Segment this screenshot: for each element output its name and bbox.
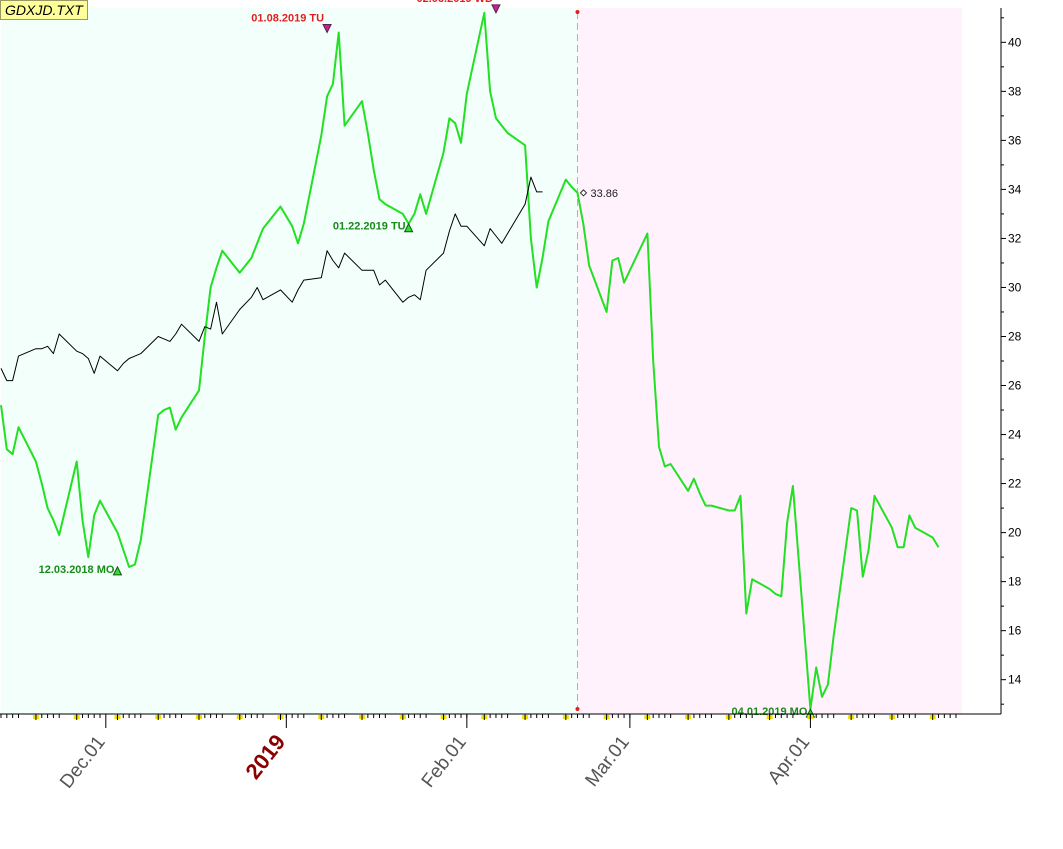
current-value-marker bbox=[579, 189, 588, 197]
divider-line bbox=[575, 10, 580, 711]
high-label: 01.08.2019 TU bbox=[251, 13, 324, 25]
low-marker bbox=[403, 222, 414, 233]
y-tick-label: 26 bbox=[1008, 379, 1022, 393]
y-tick-label: 22 bbox=[1008, 477, 1022, 491]
background-region bbox=[1, 8, 578, 714]
low-label: 01.22.2019 TU bbox=[333, 221, 406, 233]
background-region bbox=[577, 8, 962, 714]
x-tick-label: Mar.01 bbox=[582, 732, 634, 791]
series-line bbox=[0, 176, 543, 382]
series-lines: 33.86 bbox=[0, 11, 940, 711]
current-value-label: 33.86 bbox=[590, 188, 618, 200]
y-tick-label: 16 bbox=[1008, 624, 1022, 638]
y-axis: 14 16 18 20 22 24 26 28 30 32 34 36 38 40 bbox=[1000, 8, 1022, 714]
y-tick-label: 14 bbox=[1008, 673, 1022, 687]
y-tick-label: 28 bbox=[1008, 329, 1022, 343]
divider-bottom-marker bbox=[575, 707, 580, 711]
y-tick-label: 40 bbox=[1008, 35, 1022, 49]
x-tick-label: Dec.01 bbox=[56, 732, 110, 792]
low-label: 04.01.2019 MO bbox=[732, 706, 808, 718]
divider-top-marker bbox=[575, 10, 580, 14]
low-marker bbox=[112, 565, 123, 576]
background-regions bbox=[1, 8, 962, 714]
y-tick-label: 20 bbox=[1008, 526, 1022, 540]
x-tick-label: Apr.01 bbox=[764, 732, 814, 788]
y-tick-label: 38 bbox=[1008, 84, 1022, 98]
low-label: 12.03.2018 MO bbox=[39, 564, 115, 576]
high-marker bbox=[322, 24, 332, 34]
y-tick-label: 24 bbox=[1008, 428, 1022, 442]
series-line bbox=[0, 11, 940, 711]
high-marker bbox=[491, 4, 501, 15]
y-tick-label: 30 bbox=[1008, 280, 1022, 294]
y-tick-label: 36 bbox=[1008, 133, 1022, 147]
chart-title: GDXJD.TXT bbox=[0, 0, 88, 20]
y-tick-label: 34 bbox=[1008, 182, 1022, 196]
annotations: 12.03.2018 MO 01.08.2019 TU 01.22.2019 TU 0… bbox=[39, 0, 816, 718]
y-tick-label: 32 bbox=[1008, 231, 1022, 245]
x-axis: Dec.01 2019 Feb.01 Mar.01 Apr.01 bbox=[0, 713, 1001, 793]
x-tick-label: Feb.01 bbox=[418, 732, 471, 792]
x-tick-label: 2019 bbox=[240, 730, 290, 784]
y-tick-label: 18 bbox=[1008, 575, 1022, 589]
high-label: 02.06.2019 WD bbox=[417, 0, 493, 5]
